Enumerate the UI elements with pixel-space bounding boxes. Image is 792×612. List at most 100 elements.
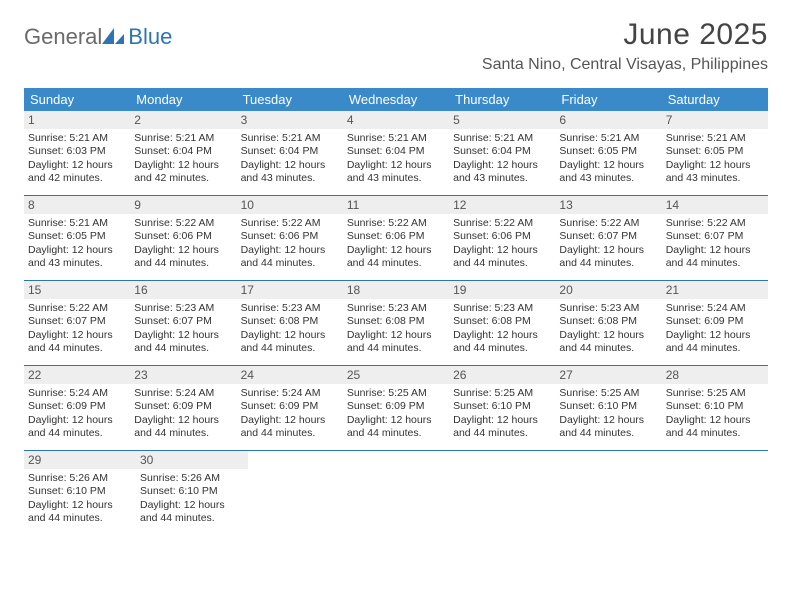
daylight-line: Daylight: 12 hours and 44 minutes. <box>134 329 232 356</box>
day-number: 27 <box>555 366 661 384</box>
week-row: 15Sunrise: 5:22 AMSunset: 6:07 PMDayligh… <box>24 281 768 366</box>
month-title: June 2025 <box>482 18 768 52</box>
day-number: 23 <box>130 366 236 384</box>
day-cell: 7Sunrise: 5:21 AMSunset: 6:05 PMDaylight… <box>662 111 768 195</box>
day-number: 8 <box>24 196 130 214</box>
weekday-header: Monday <box>130 88 236 111</box>
sunset-line: Sunset: 6:05 PM <box>28 230 126 243</box>
day-cell: 30Sunrise: 5:26 AMSunset: 6:10 PMDayligh… <box>136 451 248 535</box>
week-row: 29Sunrise: 5:26 AMSunset: 6:10 PMDayligh… <box>24 451 768 535</box>
daylight-line: Daylight: 12 hours and 43 minutes. <box>559 159 657 186</box>
logo-text-general: General <box>24 24 102 50</box>
day-cell: 25Sunrise: 5:25 AMSunset: 6:09 PMDayligh… <box>343 366 449 450</box>
sunrise-line: Sunrise: 5:21 AM <box>134 132 232 145</box>
day-number: 26 <box>449 366 555 384</box>
day-number: 15 <box>24 281 130 299</box>
sunrise-line: Sunrise: 5:21 AM <box>28 217 126 230</box>
day-cell: 17Sunrise: 5:23 AMSunset: 6:08 PMDayligh… <box>237 281 343 365</box>
sunrise-line: Sunrise: 5:24 AM <box>241 387 339 400</box>
daylight-line: Daylight: 12 hours and 44 minutes. <box>453 414 551 441</box>
day-cell: 12Sunrise: 5:22 AMSunset: 6:06 PMDayligh… <box>449 196 555 280</box>
sunrise-line: Sunrise: 5:22 AM <box>666 217 764 230</box>
daylight-line: Daylight: 12 hours and 44 minutes. <box>134 244 232 271</box>
sunset-line: Sunset: 6:04 PM <box>134 145 232 158</box>
sunrise-line: Sunrise: 5:21 AM <box>453 132 551 145</box>
day-number: 29 <box>24 451 136 469</box>
sunset-line: Sunset: 6:07 PM <box>28 315 126 328</box>
day-number: 12 <box>449 196 555 214</box>
sunset-line: Sunset: 6:05 PM <box>666 145 764 158</box>
sunrise-line: Sunrise: 5:24 AM <box>28 387 126 400</box>
sunset-line: Sunset: 6:06 PM <box>241 230 339 243</box>
sunset-line: Sunset: 6:08 PM <box>241 315 339 328</box>
sunset-line: Sunset: 6:04 PM <box>241 145 339 158</box>
calendar-page: General Blue June 2025 Santa Nino, Centr… <box>0 0 792 559</box>
day-cell: 1Sunrise: 5:21 AMSunset: 6:03 PMDaylight… <box>24 111 130 195</box>
daylight-line: Daylight: 12 hours and 44 minutes. <box>347 414 445 441</box>
day-cell: 29Sunrise: 5:26 AMSunset: 6:10 PMDayligh… <box>24 451 136 535</box>
sunset-line: Sunset: 6:05 PM <box>559 145 657 158</box>
day-number: 14 <box>662 196 768 214</box>
header: General Blue June 2025 Santa Nino, Centr… <box>24 18 768 74</box>
day-cell: 13Sunrise: 5:22 AMSunset: 6:07 PMDayligh… <box>555 196 661 280</box>
daylight-line: Daylight: 12 hours and 43 minutes. <box>241 159 339 186</box>
day-cell: 23Sunrise: 5:24 AMSunset: 6:09 PMDayligh… <box>130 366 236 450</box>
day-number: 17 <box>237 281 343 299</box>
sunset-line: Sunset: 6:04 PM <box>453 145 551 158</box>
sunrise-line: Sunrise: 5:21 AM <box>241 132 339 145</box>
sunset-line: Sunset: 6:07 PM <box>134 315 232 328</box>
day-number: 6 <box>555 111 661 129</box>
sunrise-line: Sunrise: 5:21 AM <box>28 132 126 145</box>
day-cell: 11Sunrise: 5:22 AMSunset: 6:06 PMDayligh… <box>343 196 449 280</box>
empty-cell <box>248 451 352 535</box>
sunrise-line: Sunrise: 5:26 AM <box>140 472 244 485</box>
day-cell: 28Sunrise: 5:25 AMSunset: 6:10 PMDayligh… <box>662 366 768 450</box>
day-cell: 5 Sunrise: 5:21 AMSunset: 6:04 PMDaylight… <box>449 111 555 195</box>
weekday-header: Friday <box>555 88 661 111</box>
day-number: 7 <box>662 111 768 129</box>
day-number: 5 <box>449 111 555 129</box>
sunset-line: Sunset: 6:09 PM <box>28 400 126 413</box>
daylight-line: Daylight: 12 hours and 43 minutes. <box>347 159 445 186</box>
empty-cell <box>456 451 560 535</box>
location-subtitle: Santa Nino, Central Visayas, Philippines <box>482 56 768 74</box>
day-cell: 2Sunrise: 5:21 AMSunset: 6:04 PMDaylight… <box>130 111 236 195</box>
sunrise-line: Sunrise: 5:22 AM <box>134 217 232 230</box>
sunset-line: Sunset: 6:07 PM <box>666 230 764 243</box>
sunrise-line: Sunrise: 5:25 AM <box>559 387 657 400</box>
daylight-line: Daylight: 12 hours and 43 minutes. <box>28 244 126 271</box>
day-cell: 6 Sunrise: 5:21 AMSunset: 6:05 PMDaylight… <box>555 111 661 195</box>
empty-cell <box>560 451 664 535</box>
day-cell: 10Sunrise: 5:22 AMSunset: 6:06 PMDayligh… <box>237 196 343 280</box>
weekday-header: Tuesday <box>237 88 343 111</box>
daylight-line: Daylight: 12 hours and 44 minutes. <box>559 329 657 356</box>
logo-sail-icon <box>100 26 126 51</box>
sunrise-line: Sunrise: 5:25 AM <box>666 387 764 400</box>
sunset-line: Sunset: 6:08 PM <box>453 315 551 328</box>
daylight-line: Daylight: 12 hours and 44 minutes. <box>453 329 551 356</box>
daylight-line: Daylight: 12 hours and 42 minutes. <box>134 159 232 186</box>
sunrise-line: Sunrise: 5:22 AM <box>241 217 339 230</box>
sunset-line: Sunset: 6:10 PM <box>559 400 657 413</box>
daylight-line: Daylight: 12 hours and 43 minutes. <box>453 159 551 186</box>
sunset-line: Sunset: 6:07 PM <box>559 230 657 243</box>
day-number: 9 <box>130 196 236 214</box>
day-cell: 9Sunrise: 5:22 AMSunset: 6:06 PMDaylight… <box>130 196 236 280</box>
day-number: 3 <box>237 111 343 129</box>
day-cell: 18Sunrise: 5:23 AMSunset: 6:08 PMDayligh… <box>343 281 449 365</box>
sunrise-line: Sunrise: 5:21 AM <box>559 132 657 145</box>
day-number: 25 <box>343 366 449 384</box>
sunrise-line: Sunrise: 5:25 AM <box>347 387 445 400</box>
sunrise-line: Sunrise: 5:22 AM <box>559 217 657 230</box>
day-cell: 16Sunrise: 5:23 AMSunset: 6:07 PMDayligh… <box>130 281 236 365</box>
weekday-header: Sunday <box>24 88 130 111</box>
daylight-line: Daylight: 12 hours and 44 minutes. <box>28 414 126 441</box>
sunrise-line: Sunrise: 5:23 AM <box>559 302 657 315</box>
daylight-line: Daylight: 12 hours and 44 minutes. <box>347 244 445 271</box>
daylight-line: Daylight: 12 hours and 44 minutes. <box>666 414 764 441</box>
weekday-header: Saturday <box>662 88 768 111</box>
empty-cell <box>352 451 456 535</box>
sunrise-line: Sunrise: 5:26 AM <box>28 472 132 485</box>
sunrise-line: Sunrise: 5:21 AM <box>347 132 445 145</box>
day-cell: 4Sunrise: 5:21 AMSunset: 6:04 PMDaylight… <box>343 111 449 195</box>
